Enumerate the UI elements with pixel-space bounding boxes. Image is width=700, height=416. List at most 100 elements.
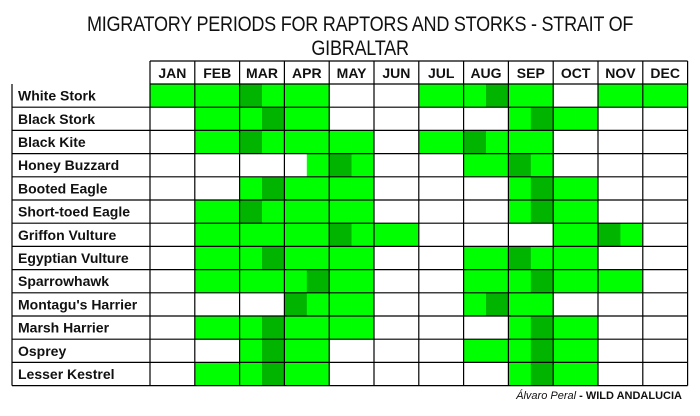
migration-cell	[620, 269, 644, 294]
migration-cell	[172, 84, 196, 108]
empty-cell	[150, 130, 173, 154]
migration-cell	[306, 246, 330, 270]
peak-cell	[530, 269, 554, 294]
migration-cell	[194, 269, 218, 294]
migration-cell	[306, 339, 330, 363]
empty-cell	[463, 176, 487, 201]
empty-cell	[418, 153, 442, 178]
month-header: APR	[292, 65, 322, 81]
empty-cell	[665, 176, 688, 201]
empty-cell	[486, 107, 509, 131]
empty-cell	[239, 153, 263, 178]
migration-cell	[575, 176, 599, 201]
empty-cell	[329, 339, 352, 363]
empty-cell	[441, 339, 464, 363]
migration-cell	[329, 316, 352, 340]
migration-cell	[351, 176, 375, 201]
migration-cell	[575, 269, 599, 294]
migration-cell	[217, 130, 240, 154]
empty-cell	[620, 339, 644, 363]
migration-cell	[463, 339, 487, 363]
empty-cell	[598, 176, 621, 201]
peak-cell	[239, 84, 263, 108]
migration-cell	[239, 339, 263, 363]
migration-cell	[530, 246, 554, 270]
migration-cell	[194, 316, 218, 340]
empty-cell	[396, 153, 420, 178]
migration-cell	[508, 292, 532, 317]
empty-cell	[463, 362, 487, 386]
migration-cell	[530, 292, 554, 317]
migration-cell	[553, 316, 576, 340]
migration-cell	[486, 269, 509, 294]
migration-cell	[306, 176, 330, 201]
migration-cell	[486, 153, 509, 178]
migration-cell	[598, 84, 621, 108]
empty-cell	[374, 292, 397, 317]
empty-cell	[553, 84, 576, 108]
empty-cell	[194, 339, 218, 363]
month-header: AUG	[470, 65, 501, 81]
empty-cell	[150, 107, 173, 131]
peak-cell	[463, 130, 487, 154]
empty-cell	[463, 316, 487, 340]
migration-cell	[217, 223, 240, 247]
migration-cell	[306, 84, 330, 108]
month-header: FEB	[203, 65, 231, 81]
empty-cell	[374, 269, 397, 294]
row-label: Booted Eagle	[18, 180, 108, 196]
empty-cell	[150, 200, 173, 224]
peak-cell	[508, 153, 532, 178]
empty-cell	[418, 362, 442, 386]
migration-cell	[418, 84, 442, 108]
empty-cell	[217, 292, 240, 317]
empty-cell	[553, 153, 576, 178]
migration-cell	[374, 223, 397, 247]
migration-cell	[217, 269, 240, 294]
empty-cell	[642, 153, 666, 178]
migration-cell	[217, 107, 240, 131]
empty-cell	[396, 246, 420, 270]
empty-cell	[374, 246, 397, 270]
peak-cell	[530, 339, 554, 363]
migration-cell	[284, 200, 308, 224]
empty-cell	[575, 84, 599, 108]
migration-cell	[665, 84, 688, 108]
migration-cell	[441, 130, 464, 154]
migration-cell	[284, 107, 308, 131]
empty-cell	[642, 107, 666, 131]
migration-cell	[284, 223, 308, 247]
migration-cell	[306, 223, 330, 247]
empty-cell	[172, 200, 196, 224]
migration-cell	[217, 316, 240, 340]
empty-cell	[396, 200, 420, 224]
peak-cell	[530, 362, 554, 386]
migration-cell	[217, 200, 240, 224]
empty-cell	[598, 200, 621, 224]
empty-cell	[642, 176, 666, 201]
migration-cell	[284, 246, 308, 270]
row-label: Lesser Kestrel	[18, 366, 115, 382]
migration-cell	[553, 246, 576, 270]
row-label: Marsh Harrier	[18, 320, 110, 336]
empty-cell	[172, 107, 196, 131]
empty-cell	[642, 223, 666, 247]
migration-cell	[463, 292, 487, 317]
migration-cell	[284, 130, 308, 154]
migration-cell	[508, 176, 532, 201]
empty-cell	[553, 292, 576, 317]
empty-cell	[665, 200, 688, 224]
empty-cell	[396, 339, 420, 363]
migration-cell	[284, 339, 308, 363]
peak-cell	[239, 130, 263, 154]
migration-cell	[329, 269, 352, 294]
peak-cell	[262, 362, 285, 386]
empty-cell	[665, 153, 688, 178]
migration-cell	[598, 269, 621, 294]
migration-cell	[262, 84, 285, 108]
migration-cell	[508, 269, 532, 294]
empty-cell	[351, 107, 375, 131]
empty-cell	[150, 362, 173, 386]
empty-cell	[217, 176, 240, 201]
